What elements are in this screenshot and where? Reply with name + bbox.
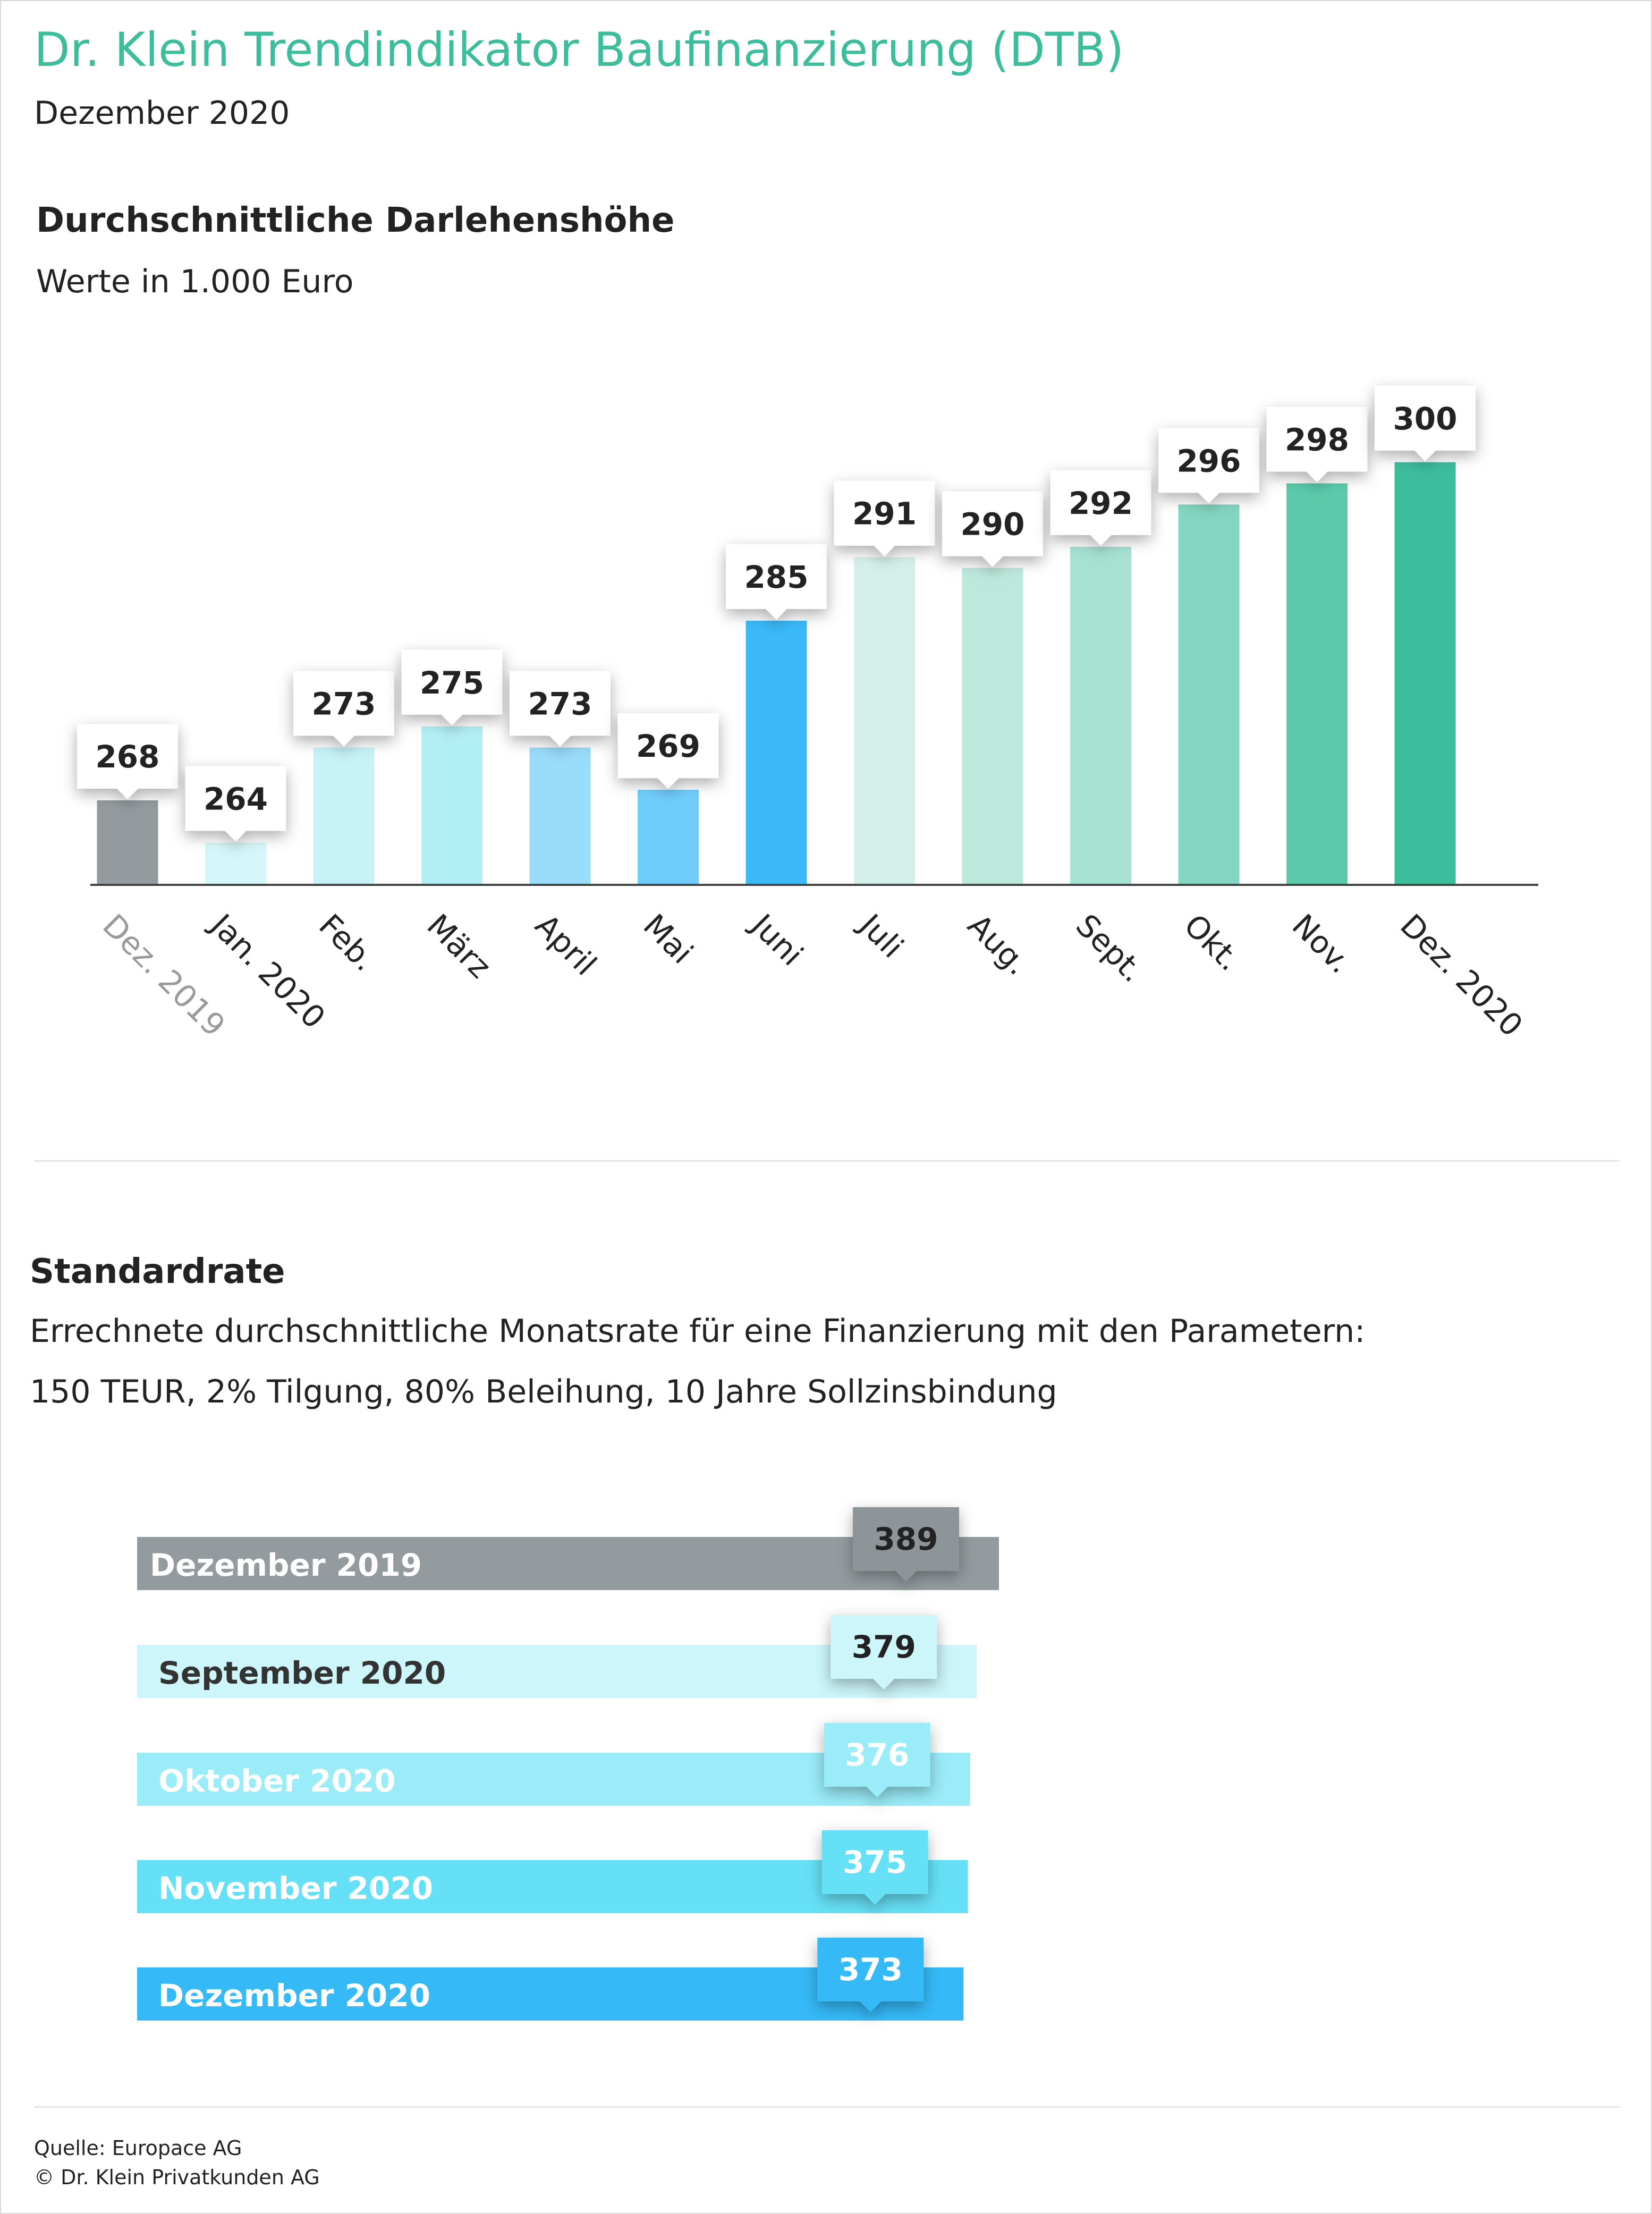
hbar-group-4: Dezember 2020 373 [137, 1938, 964, 2021]
source-note: Quelle: Europace AG [34, 2136, 242, 2160]
value-callout-1 [185, 766, 286, 842]
hbar-label-4: Dezember 2020 [158, 1978, 430, 2014]
category-label-4: April [528, 907, 604, 983]
bar-4 [529, 747, 591, 885]
hbar-group-0: Dezember 2019 389 [137, 1507, 999, 1590]
hbar-value-label-3: 375 [843, 1844, 907, 1880]
value-callout-7 [834, 480, 935, 556]
value-label-9: 292 [1069, 485, 1133, 521]
value-label-8: 290 [960, 506, 1024, 543]
chart1-subtitle: Werte in 1.000 Euro [36, 263, 354, 300]
category-label-7: Juli [851, 906, 910, 965]
bar-group-8: 290 Aug. [942, 491, 1043, 982]
category-label-8: Aug. [961, 907, 1036, 982]
bar-12 [1394, 462, 1456, 885]
hbar-value-label-4: 373 [838, 1951, 903, 1988]
category-label-2: Feb. [312, 907, 383, 978]
value-label-3: 275 [420, 665, 484, 701]
value-label-7: 291 [852, 496, 917, 532]
value-callout-3 [401, 649, 503, 725]
bar-6 [745, 620, 807, 885]
value-callout-11 [1266, 407, 1368, 483]
hbar-value-badge-3 [821, 1830, 928, 1905]
bar-group-7: 291 Juli [834, 480, 935, 965]
bar-group-5: 269 Mai [617, 713, 719, 971]
value-label-1: 264 [204, 781, 268, 817]
hbar-value-badge-0 [853, 1507, 959, 1582]
footer-divider [34, 2106, 1620, 2108]
value-label-12: 300 [1393, 401, 1457, 437]
bar-group-10: 296 Okt. [1158, 428, 1259, 978]
category-label-9: Sept. [1069, 907, 1151, 990]
value-callout-10 [1158, 428, 1259, 504]
value-label-0: 268 [95, 739, 159, 775]
bar-group-11: 298 Nov. [1266, 407, 1368, 981]
hbar-label-2: Oktober 2020 [158, 1763, 396, 1799]
chart1-title: Durchschnittliche Darlehenshöhe [36, 201, 675, 240]
bar-9 [1070, 546, 1131, 885]
bar-8 [962, 568, 1023, 885]
value-label-10: 296 [1176, 443, 1241, 479]
bar-0 [97, 800, 158, 885]
hbar-value-label-1: 379 [852, 1629, 916, 1665]
bar-2 [313, 747, 375, 885]
category-label-5: Mai [637, 907, 700, 971]
section-divider [34, 1160, 1620, 1162]
value-callout-8 [942, 491, 1043, 567]
copyright-note: © Dr. Klein Privatkunden AG [34, 2166, 320, 2189]
chart2-title: Standardrate [30, 1252, 285, 1291]
bar-group-12: 300 Dez. 2020 [1375, 385, 1530, 1044]
bar-10 [1178, 504, 1240, 885]
category-label-12: Dez. 2020 [1393, 907, 1530, 1044]
value-label-11: 298 [1285, 422, 1349, 458]
value-callout-5 [617, 713, 719, 789]
value-label-5: 269 [636, 728, 700, 764]
bar-group-2: 273 Feb. [293, 671, 394, 978]
bar-1 [205, 842, 266, 885]
hbar-value-label-2: 376 [845, 1737, 909, 1773]
value-callout-2 [293, 671, 394, 747]
value-callout-6 [726, 544, 827, 620]
hbar-value-badge-1 [831, 1615, 937, 1689]
hbar-group-3: November 2020 375 [137, 1830, 968, 1913]
hbar-value-label-0: 389 [874, 1521, 938, 1557]
hbar-group-1: September 2020 379 [137, 1615, 977, 1698]
hbar-label-0: Dezember 2019 [150, 1547, 422, 1583]
bar-group-6: 285 Juni [726, 544, 827, 973]
hbar-value-badge-4 [817, 1938, 924, 2012]
hbar-value-badge-2 [824, 1723, 930, 1797]
chart2-subtitle-line-2: 150 TEUR, 2% Tilgung, 80% Beleihung, 10 … [30, 1373, 1057, 1410]
page-title: Dr. Klein Trendindikator Baufinanzierung… [34, 22, 1124, 77]
value-label-6: 285 [744, 559, 808, 595]
value-callout-4 [510, 671, 611, 747]
value-callout-12 [1375, 385, 1476, 461]
value-callout-9 [1050, 470, 1151, 546]
bar-group-9: 292 Sept. [1050, 470, 1151, 990]
category-label-3: März [420, 907, 498, 985]
value-callout-0 [77, 723, 178, 799]
standard-rate-bar-chart: Dezember 2019 389 September 2020 379 Oktober… [137, 1507, 999, 2021]
category-label-10: Okt. [1177, 907, 1248, 978]
chart2-subtitle-line-1: Errechnete durchschnittliche Monatsrate … [30, 1313, 1366, 1350]
bar-group-3: 275 März [401, 649, 503, 985]
bar-5 [638, 790, 699, 885]
hbar-label-1: September 2020 [158, 1655, 446, 1691]
category-label-11: Nov. [1285, 907, 1359, 981]
page-date: Dezember 2020 [34, 95, 290, 132]
category-label-6: Juni [743, 906, 810, 973]
hbar-group-2: Oktober 2020 376 [137, 1723, 970, 1806]
value-label-4: 273 [528, 686, 592, 722]
hbar-label-3: November 2020 [158, 1870, 433, 1906]
bar-7 [854, 557, 915, 885]
bar-11 [1286, 483, 1348, 885]
value-label-2: 273 [311, 686, 376, 722]
bar-3 [421, 726, 482, 885]
bar-group-4: 273 April [510, 671, 611, 983]
